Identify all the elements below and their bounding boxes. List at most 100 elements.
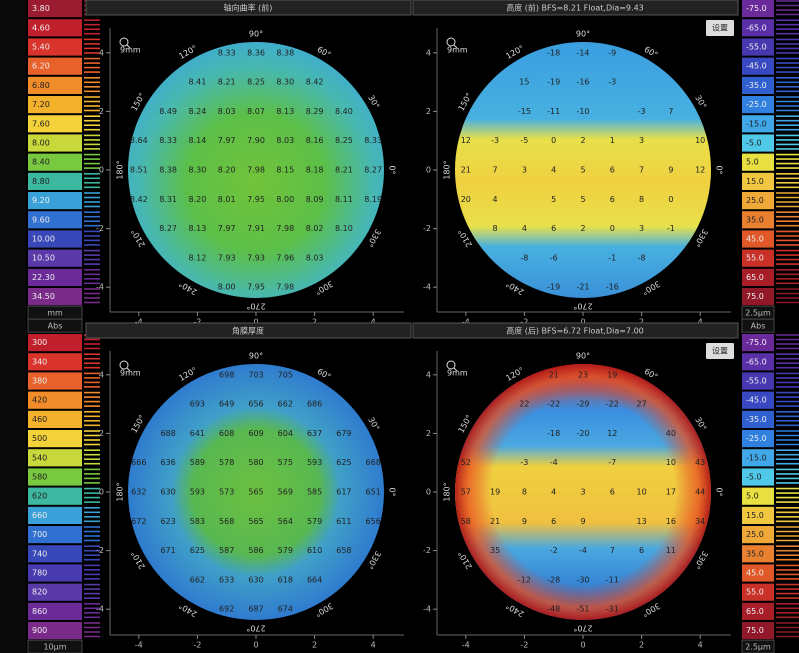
scale-label: -5.0 xyxy=(746,473,762,482)
settings-label[interactable]: 设置 xyxy=(712,23,728,33)
map-value: 8.64 xyxy=(130,136,148,145)
scale-swatch xyxy=(742,211,774,229)
scale-swatch xyxy=(742,134,774,152)
map-value: 8.51 xyxy=(130,166,148,175)
scale-swatch xyxy=(742,230,774,248)
scale-label: 25.0 xyxy=(746,196,764,205)
scale-swatch xyxy=(742,115,774,133)
map-value: -4 xyxy=(579,546,587,555)
map-value: 565 xyxy=(248,517,263,526)
scale-label: 700 xyxy=(32,530,47,539)
scale-swatch xyxy=(28,0,82,18)
map-value: 13 xyxy=(637,517,647,526)
map-value: 7 xyxy=(639,166,644,175)
map-value: 0 xyxy=(668,195,673,204)
angle-label: 90° xyxy=(576,30,590,39)
scale-label: 300 xyxy=(32,338,47,347)
map-value: 8.40 xyxy=(335,107,353,116)
map-value: 688 xyxy=(160,429,175,438)
map-value: 19 xyxy=(490,488,500,497)
scale-swatch xyxy=(742,153,774,171)
angle-label: 270° xyxy=(573,302,592,311)
settings-button[interactable] xyxy=(706,343,734,359)
scale-swatch xyxy=(742,96,774,114)
scale-swatch xyxy=(28,38,82,56)
map-value: 565 xyxy=(248,488,263,497)
map-value: 8.42 xyxy=(130,195,148,204)
panel-header xyxy=(412,322,739,339)
angle-label: 90° xyxy=(576,352,590,361)
map-value: -51 xyxy=(576,605,589,614)
scale-swatch xyxy=(742,506,774,524)
map-value: -4 xyxy=(550,458,558,467)
panel-title: 高度 (前) BFS=8.21 Float,Dia=9.43 xyxy=(506,3,644,13)
settings-label[interactable]: 设置 xyxy=(712,346,728,356)
map-value: 578 xyxy=(219,458,234,467)
map-value: 8.49 xyxy=(159,107,177,116)
scale-swatch xyxy=(28,172,82,190)
map-value: 0 xyxy=(551,136,556,145)
scale-swatch xyxy=(742,76,774,94)
scale-swatch xyxy=(742,19,774,37)
scale-unit: 2.5μm xyxy=(745,643,771,652)
map-value: 8.38 xyxy=(159,166,177,175)
map-value: 8.02 xyxy=(306,224,324,233)
map-value: 8.13 xyxy=(188,224,206,233)
map-value: 9 xyxy=(522,517,527,526)
scale-label: -55.0 xyxy=(746,377,767,386)
map-value: 5 xyxy=(580,166,585,175)
map-value: 8.30 xyxy=(188,166,206,175)
map-value: 6 xyxy=(610,488,615,497)
map-value: 674 xyxy=(278,605,293,614)
map-value: 7.91 xyxy=(247,224,265,233)
map-value: 705 xyxy=(278,370,293,379)
map-value: 633 xyxy=(219,575,234,584)
angle-label: 60° xyxy=(316,367,333,382)
map-value: 7 xyxy=(493,166,498,175)
map-value: -11 xyxy=(547,107,560,116)
map-value: -3 xyxy=(491,136,499,145)
map-value: -22 xyxy=(606,400,619,409)
map-value: 17 xyxy=(666,488,676,497)
scale-swatch xyxy=(28,487,82,505)
scale-label: 25.0 xyxy=(746,530,764,539)
angle-label: 0° xyxy=(388,165,397,174)
zoom-handle xyxy=(453,44,458,49)
scale-label: 5.0 xyxy=(746,158,759,167)
map-value: 2 xyxy=(580,136,585,145)
scale-label: 35.0 xyxy=(746,549,764,558)
map-value: 8.30 xyxy=(276,78,294,87)
scale-swatch xyxy=(742,449,774,467)
scale-label: -45.0 xyxy=(746,396,767,405)
scale-swatch xyxy=(28,19,82,37)
map-value: 7 xyxy=(668,107,673,116)
map-value: 8.21 xyxy=(218,78,236,87)
scale-label: 460 xyxy=(32,415,47,424)
map-value: -15 xyxy=(518,107,531,116)
scale-label: -65.0 xyxy=(746,23,767,32)
map-value: -48 xyxy=(547,605,560,614)
map-value: 617 xyxy=(336,488,351,497)
map-value: 698 xyxy=(219,370,234,379)
x-tick-label: 4 xyxy=(371,641,376,650)
map-disc xyxy=(128,364,384,620)
y-tick-label: 4 xyxy=(99,48,104,57)
x-tick-label: 0 xyxy=(580,318,585,327)
scale-swatch xyxy=(28,334,82,352)
angle-label: 180° xyxy=(116,482,125,501)
x-tick-label: 2 xyxy=(312,641,317,650)
map-value: 0 xyxy=(610,224,615,233)
map-value: 651 xyxy=(366,488,381,497)
map-disc xyxy=(128,42,384,298)
angle-label: 30° xyxy=(693,94,708,111)
map-value: 12 xyxy=(461,136,471,145)
map-value: 8.19 xyxy=(364,195,382,204)
scale-swatch xyxy=(28,564,82,582)
scale-swatch xyxy=(742,583,774,601)
settings-button[interactable] xyxy=(706,20,734,36)
scale-swatch xyxy=(28,410,82,428)
map-value: 656 xyxy=(366,517,381,526)
map-value: 568 xyxy=(219,517,234,526)
angle-label: 90° xyxy=(249,352,263,361)
map-value: -18 xyxy=(547,429,560,438)
